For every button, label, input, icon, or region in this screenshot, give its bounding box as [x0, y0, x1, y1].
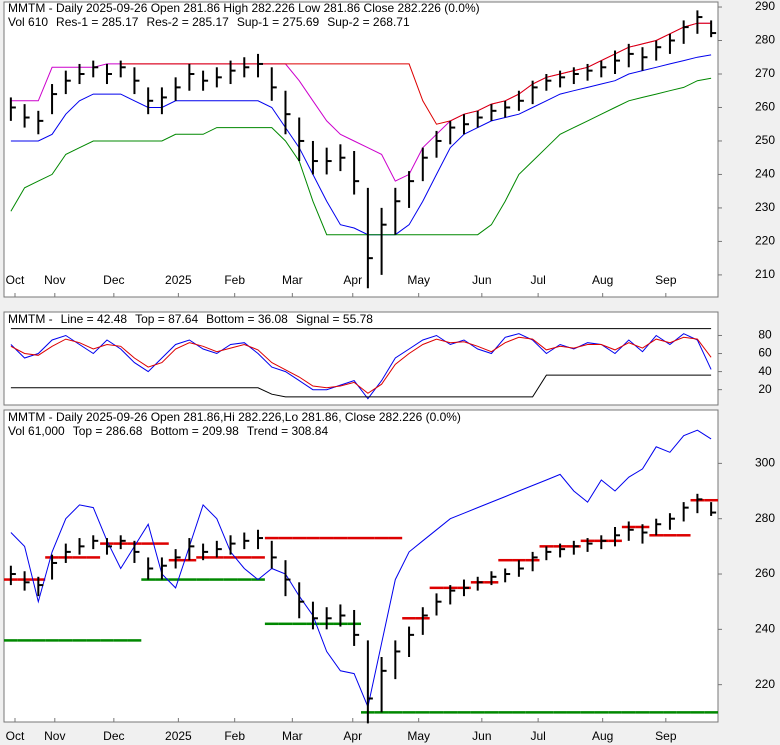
x-tick-label: Apr [343, 273, 362, 287]
x-tick-label: Mar [282, 729, 303, 743]
y-tick-label: 260 [755, 100, 775, 114]
x-tick-label: Feb [224, 273, 245, 287]
y-tick-label: 210 [755, 267, 775, 281]
panel-title: MMTM - [8, 312, 53, 326]
volume-label: Vol 610 [8, 15, 48, 29]
x-tick-label: May [407, 273, 430, 287]
x-tick-label: Dec [103, 729, 124, 743]
x-tick-label: 2025 [165, 729, 192, 743]
x-tick-label: Oct [6, 729, 25, 743]
y-tick-label: 240 [755, 167, 775, 181]
price-panel [3, 1, 719, 298]
y-tick-label: 80 [758, 328, 772, 342]
x-tick-label: Oct [6, 273, 25, 287]
legend-entry: Top = 286.68 [73, 424, 143, 438]
indicator-line [10, 77, 712, 236]
trend-panel [3, 409, 719, 723]
x-tick-label: Aug [592, 273, 613, 287]
x-tick-label: Sep [655, 273, 677, 287]
x-tick-label: Sep [655, 729, 677, 743]
volume-label: Vol 61,000 [8, 424, 65, 438]
x-tick-label: Aug [592, 729, 613, 743]
y-tick-label: 280 [755, 511, 775, 525]
legend-entry: Bottom = 209.98 [150, 424, 239, 438]
panel-title: MMTM - Daily 2025-09-26 Open 281.86 High… [8, 1, 480, 15]
x-tick-label: Jul [530, 729, 545, 743]
legend-entry: Top = 87.64 [135, 312, 198, 326]
legend-entry: Trend = 308.84 [247, 424, 329, 438]
legend-entry: Line = 42.48 [61, 312, 128, 326]
indicator-line [120, 22, 712, 125]
x-tick-label: Apr [343, 729, 362, 743]
x-tick-label: 2025 [165, 273, 192, 287]
y-tick-label: 220 [755, 234, 775, 248]
indicator-line [10, 333, 712, 400]
x-tick-label: Nov [44, 273, 65, 287]
x-tick-label: Feb [224, 729, 245, 743]
legend-entry: Sup-1 = 275.69 [237, 15, 320, 29]
indicator-line [10, 336, 712, 394]
y-tick-label: 230 [755, 200, 775, 214]
x-tick-label: Nov [44, 729, 65, 743]
legend-entry: Sup-2 = 268.71 [327, 15, 410, 29]
y-tick-label: 260 [755, 566, 775, 580]
legend-entry: Bottom = 36.08 [206, 312, 288, 326]
x-tick-label: Jun [472, 729, 491, 743]
y-tick-label: 20 [758, 382, 772, 396]
y-tick-label: 270 [755, 66, 775, 80]
x-tick-label: Jul [530, 273, 545, 287]
indicator-line [10, 54, 712, 236]
y-tick-label: 220 [755, 677, 775, 691]
y-tick-label: 60 [758, 346, 772, 360]
y-tick-label: 300 [755, 456, 775, 470]
panel-title: MMTM - Daily 2025-09-26 Open 281.86,Hi 2… [8, 410, 461, 424]
legend-entry: Res-2 = 285.17 [146, 15, 229, 29]
indicator-line [10, 429, 712, 709]
x-tick-label: Dec [103, 273, 124, 287]
x-tick-label: Jun [472, 273, 491, 287]
y-tick-label: 250 [755, 133, 775, 147]
indicator-line [10, 374, 712, 398]
y-tick-label: 240 [755, 622, 775, 636]
y-tick-label: 40 [758, 364, 772, 378]
legend-entry: Res-1 = 285.17 [56, 15, 139, 29]
y-tick-label: 280 [755, 33, 775, 47]
legend-entry: Signal = 55.78 [296, 312, 373, 326]
x-tick-label: Mar [282, 273, 303, 287]
x-tick-label: May [407, 729, 430, 743]
y-tick-label: 290 [755, 0, 775, 13]
